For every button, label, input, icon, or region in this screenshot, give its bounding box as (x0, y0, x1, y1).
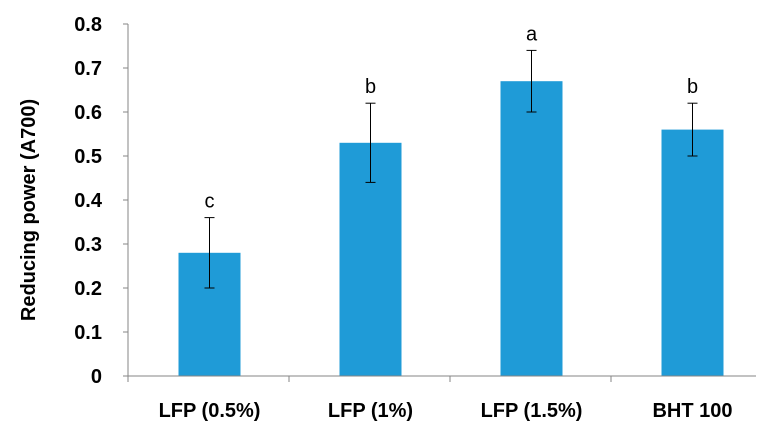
x-category-label: BHT 100 (652, 400, 732, 422)
error-bars (204, 49, 698, 289)
y-tick-label: 0.3 (74, 234, 102, 256)
y-tick-label: 0.2 (74, 278, 102, 300)
x-category-label: LFP (1.5%) (481, 400, 583, 422)
y-tick-label: 0.7 (74, 58, 102, 80)
y-tick-label: 0.8 (74, 14, 102, 36)
significance-letters: c b a b (205, 23, 699, 212)
bar (500, 81, 563, 376)
x-category-label: LFP (0.5%) (159, 400, 261, 422)
y-axis-title: Reducing power (A700) (18, 99, 40, 321)
bar (661, 129, 724, 376)
significance-letter: b (365, 76, 376, 98)
y-tick-label: 0.4 (74, 190, 103, 212)
bars (178, 81, 724, 376)
significance-letter: b (687, 76, 698, 98)
y-axis-ticks: 0 0.1 0.2 0.3 0.4 0.5 0.6 0.7 0.8 (74, 14, 128, 388)
significance-letter: a (526, 23, 538, 45)
y-tick-label: 0.5 (74, 146, 102, 168)
y-tick-label: 0.1 (74, 322, 102, 344)
x-category-label: LFP (1%) (328, 400, 413, 422)
y-tick-label: 0.6 (74, 102, 102, 124)
significance-letter: c (205, 191, 215, 213)
x-axis: LFP (0.5%) LFP (1%) LFP (1.5%) BHT 100 (127, 375, 756, 422)
y-tick-label: 0 (91, 366, 102, 388)
